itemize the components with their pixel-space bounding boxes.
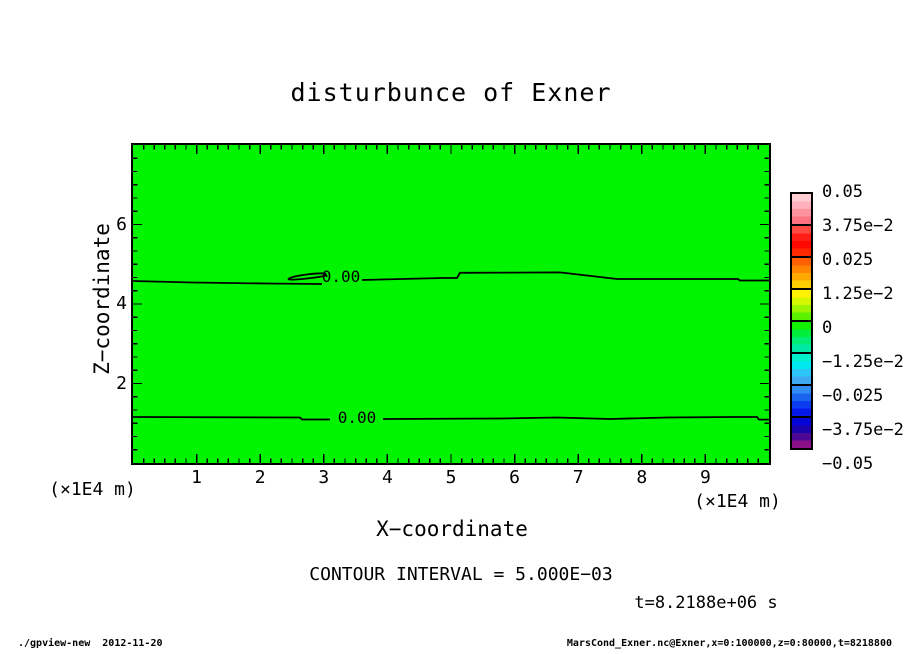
colorbar-tick-label: −0.025 xyxy=(822,386,884,406)
y-axis-tick-label: 6 xyxy=(116,213,127,235)
plot-area: 0.00 0.00 xyxy=(131,143,771,465)
colorbar-tick-label: 3.75e−2 xyxy=(822,216,894,236)
x-axis-tick-label: 8 xyxy=(636,467,648,488)
footer-command-line: ./gpview-new 2012-11-20 xyxy=(18,638,163,649)
zero-contour-line xyxy=(133,280,323,285)
x-axis-tick-label: 1 xyxy=(191,467,203,488)
colorbar-segment xyxy=(790,192,813,226)
colorbar-segment xyxy=(790,416,813,450)
colorbar-segment xyxy=(790,384,813,418)
x-axis-tick-label: 9 xyxy=(699,467,711,488)
colorbar-segment xyxy=(790,352,813,386)
footer-data-source: MarsCond_Exner.nc@Exner,x=0:100000,z=0:8… xyxy=(566,638,892,649)
plot-title: disturbunce of Exner xyxy=(290,78,612,107)
x-axis-tick-label: 4 xyxy=(381,467,393,488)
zero-contour-line xyxy=(287,272,327,281)
x-axis-unit-label: (×1E4 m) xyxy=(694,491,781,512)
colorbar-tick-label: 0.05 xyxy=(822,182,863,202)
zero-contour-line xyxy=(382,416,769,421)
contour-value-label: 0.00 xyxy=(321,266,361,286)
colorbar-tick-label: 0 xyxy=(822,318,833,338)
y-axis-tick-label: 4 xyxy=(116,293,127,314)
colorbar-tick-label: 0.025 xyxy=(822,250,874,270)
colorbar-segment xyxy=(790,256,813,290)
y-axis-tick-label: 2 xyxy=(116,372,127,394)
contour-value-label: 0.00 xyxy=(337,407,377,427)
contour-plot-canvas xyxy=(133,145,769,463)
time-annotation: t=8.2188e+06 s xyxy=(634,593,778,613)
contour-interval-note: CONTOUR INTERVAL = 5.000E−03 xyxy=(309,564,613,585)
colorbar-segment xyxy=(790,288,813,322)
colorbar-segment xyxy=(790,320,813,354)
x-axis-tick-label: 2 xyxy=(254,467,266,488)
colorbar-segment xyxy=(790,224,813,258)
colorbar-tick-label: 1.25e−2 xyxy=(822,284,894,304)
x-axis-tick-label: 7 xyxy=(572,467,584,488)
x-axis-title: X−coordinate xyxy=(376,517,528,541)
x-axis-tick-label: 5 xyxy=(445,467,457,488)
colorbar-tick-label: −1.25e−2 xyxy=(822,352,904,372)
zero-contour-line xyxy=(361,271,769,282)
colorbar xyxy=(790,192,813,450)
x-axis-tick-label: 6 xyxy=(509,467,521,488)
colorbar-tick-label: −3.75e−2 xyxy=(822,420,904,440)
y-axis-unit-label: (×1E4 m) xyxy=(49,479,136,500)
colorbar-tick-label: −0.05 xyxy=(822,454,874,474)
x-axis-tick-label: 3 xyxy=(318,467,330,488)
zero-contour-line xyxy=(133,416,330,421)
